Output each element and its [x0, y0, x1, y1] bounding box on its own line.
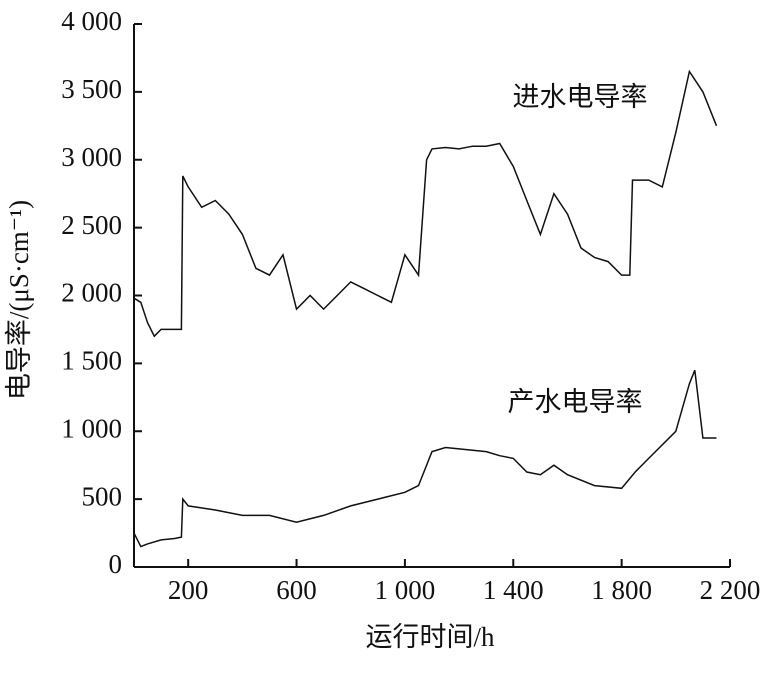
x-tick-label: 200 [168, 575, 209, 605]
y-tick-label: 500 [82, 481, 123, 511]
y-tick-label: 3 000 [61, 142, 122, 172]
x-tick-label: 600 [276, 575, 317, 605]
y-tick-label: 2 500 [61, 210, 122, 240]
y-tick-label: 2 000 [61, 278, 122, 308]
y-tick-label: 3 500 [61, 74, 122, 104]
x-tick-label: 1 400 [483, 575, 544, 605]
x-tick-label: 1 000 [375, 575, 436, 605]
series-annotation: 进水电导率 [513, 82, 648, 112]
x-tick-label: 2 200 [700, 575, 761, 605]
series-line [133, 69, 718, 338]
y-tick-label: 1 500 [61, 346, 122, 376]
x-tick-label: 1 800 [591, 575, 652, 605]
y-axis-label: 电导率/(μS·cm⁻¹) [4, 200, 34, 400]
y-tick-label: 0 [109, 549, 123, 579]
series-line [133, 369, 717, 548]
y-tick-label: 4 000 [61, 6, 122, 36]
x-axis-label: 运行时间/h [365, 622, 495, 652]
series-annotation: 产水电导率 [508, 387, 643, 417]
y-tick-label: 1 000 [61, 413, 122, 443]
